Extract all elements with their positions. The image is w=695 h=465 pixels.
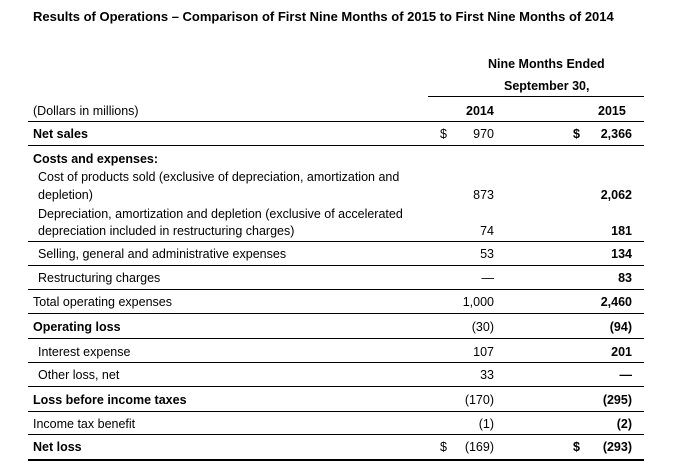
- row-divider: [28, 411, 644, 412]
- net-loss-2014: (169): [464, 440, 494, 454]
- cost-products-2014: 873: [473, 188, 494, 202]
- other-loss-label: Other loss, net: [38, 368, 120, 382]
- costs-header-label: Costs and expenses:: [33, 152, 159, 166]
- net-loss-dollar-2015: $: [573, 440, 580, 454]
- row-divider: [28, 362, 644, 363]
- interest-2015: 201: [611, 345, 632, 359]
- restructuring-2015: 83: [618, 271, 632, 285]
- sga-label: Selling, general and administrative expe…: [38, 247, 287, 261]
- total-opex-2014: 1,000: [462, 295, 494, 309]
- depreciation-2014: 74: [480, 224, 494, 238]
- tax-benefit-label: Income tax benefit: [33, 417, 136, 431]
- tax-benefit-2015: (2): [616, 417, 632, 431]
- depreciation-2015: 181: [611, 224, 632, 238]
- depreciation-label-line1: Depreciation, amortization and depletion…: [38, 207, 403, 221]
- net-sales-dollar-2015: $: [573, 127, 580, 141]
- period-header-underline: [428, 96, 644, 97]
- operating-loss-2014: (30): [471, 320, 494, 334]
- row-divider: [28, 338, 644, 339]
- depreciation-label-line2: depreciation included in restructuring c…: [38, 224, 295, 238]
- net-loss-dollar-2014: $: [440, 440, 447, 454]
- net-sales-label: Net sales: [33, 127, 88, 141]
- interest-label: Interest expense: [38, 345, 131, 359]
- period-header-line1: Nine Months Ended: [488, 57, 605, 71]
- cost-products-2015: 2,062: [600, 188, 632, 202]
- sga-2014: 53: [480, 247, 494, 261]
- cost-products-label-line2: depletion): [38, 188, 93, 202]
- subtotal-line: [28, 289, 644, 290]
- total-opex-label: Total operating expenses: [33, 295, 172, 309]
- loss-before-tax-label: Loss before income taxes: [33, 393, 187, 407]
- other-loss-2014: 33: [480, 368, 494, 382]
- units-label: (Dollars in millions): [33, 104, 139, 118]
- restructuring-2014: —: [481, 271, 495, 285]
- cost-products-label-line1: Cost of products sold (exclusive of depr…: [38, 170, 400, 184]
- interest-2014: 107: [473, 345, 494, 359]
- net-sales-dollar-2014: $: [440, 127, 447, 141]
- row-divider: [28, 145, 644, 146]
- row-divider: [28, 241, 644, 242]
- subtotal-line: [28, 386, 644, 387]
- restructuring-label: Restructuring charges: [38, 271, 161, 285]
- net-sales-2015: 2,366: [600, 127, 632, 141]
- net-loss-2015: (293): [602, 440, 632, 454]
- total-opex-2015: 2,460: [600, 295, 632, 309]
- sga-2015: 134: [611, 247, 632, 261]
- loss-before-tax-2014: (170): [464, 393, 494, 407]
- loss-before-tax-2015: (295): [602, 393, 632, 407]
- column-header-2014: 2014: [466, 104, 494, 118]
- operating-loss-label: Operating loss: [33, 320, 121, 334]
- tax-benefit-2014: (1): [478, 417, 494, 431]
- net-sales-2014: 970: [473, 127, 494, 141]
- net-loss-label: Net loss: [33, 440, 82, 454]
- subtotal-line: [28, 434, 644, 435]
- header-divider: [28, 121, 644, 122]
- row-divider: [28, 265, 644, 266]
- operating-loss-2015: (94): [609, 320, 632, 334]
- page-title: Results of Operations – Comparison of Fi…: [33, 9, 614, 24]
- subtotal-line: [28, 313, 644, 314]
- period-header-line2: September 30,: [504, 79, 590, 93]
- column-header-2015: 2015: [598, 104, 626, 118]
- other-loss-2015: —: [619, 368, 633, 382]
- double-underline: [28, 459, 644, 461]
